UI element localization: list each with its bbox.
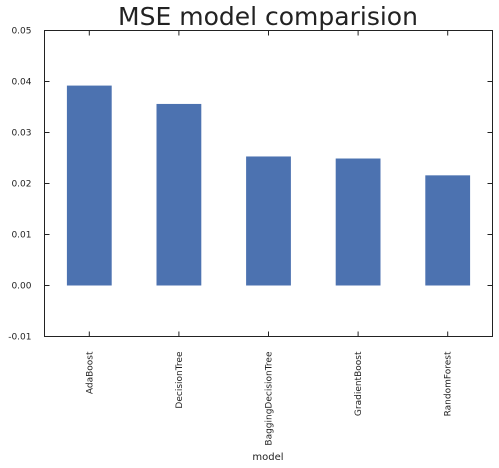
- y-tick-label: -0.01: [8, 333, 31, 343]
- y-tick-label: 0.01: [11, 231, 31, 241]
- y-tick-label: 0.02: [11, 180, 31, 190]
- y-tick-label: 0.03: [11, 129, 31, 139]
- x-tick-label: BaggingDecisionTree: [265, 351, 275, 446]
- x-tick-label: DecisionTree: [175, 351, 185, 409]
- bar-gradientboost: [335, 158, 381, 286]
- bar-decisiontree: [156, 103, 202, 286]
- x-tick-label: RandomForest: [444, 351, 454, 416]
- y-tick-label: 0.05: [11, 27, 31, 37]
- bar-adaboost: [66, 85, 112, 286]
- x-axis-label: model: [252, 452, 283, 463]
- x-axis: AdaBoost DecisionTree BaggingDecisionTree G…: [85, 30, 454, 446]
- y-axis: 0.05 0.04 0.03 0.02 0.01 0.00 -0.01: [8, 27, 493, 343]
- bar-randomforest: [425, 175, 471, 286]
- y-tick-label: 0.04: [11, 78, 31, 88]
- x-tick-label: GradientBoost: [354, 351, 364, 416]
- bar-baggingdecisiontree: [246, 156, 291, 286]
- x-tick-label: AdaBoost: [85, 351, 95, 394]
- y-tick-label: 0.00: [11, 282, 31, 292]
- chart-title: MSE model comparision: [118, 2, 418, 31]
- bars-group: [66, 85, 471, 286]
- plot-frame: [44, 30, 493, 337]
